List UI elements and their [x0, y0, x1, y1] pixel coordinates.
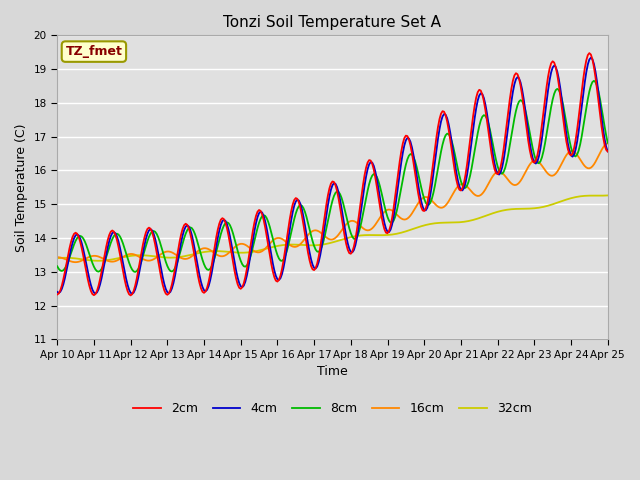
- 4cm: [157, 267, 165, 273]
- 2cm: [538, 122, 546, 128]
- 32cm: [538, 204, 546, 210]
- 16cm: [53, 254, 61, 260]
- 2cm: [586, 50, 593, 56]
- 4cm: [538, 135, 546, 141]
- 4cm: [369, 160, 376, 166]
- 4cm: [387, 227, 394, 232]
- 2cm: [53, 292, 61, 298]
- 8cm: [387, 220, 394, 226]
- 4cm: [604, 148, 612, 154]
- 4cm: [399, 150, 406, 156]
- Line: 4cm: 4cm: [57, 58, 608, 294]
- 2cm: [127, 292, 134, 298]
- 32cm: [53, 255, 61, 261]
- 32cm: [68, 255, 76, 261]
- Line: 32cm: 32cm: [57, 195, 608, 261]
- 2cm: [604, 148, 612, 154]
- 4cm: [587, 55, 595, 60]
- 2cm: [387, 223, 394, 228]
- 16cm: [68, 259, 76, 264]
- Line: 16cm: 16cm: [57, 144, 608, 262]
- 4cm: [68, 240, 76, 246]
- 4cm: [53, 289, 61, 295]
- 32cm: [399, 229, 406, 235]
- 16cm: [369, 226, 376, 231]
- 16cm: [399, 216, 406, 222]
- 2cm: [399, 141, 406, 146]
- 16cm: [604, 141, 612, 146]
- 16cm: [538, 163, 546, 168]
- 8cm: [369, 173, 376, 179]
- 8cm: [68, 246, 76, 252]
- 32cm: [604, 192, 612, 198]
- 8cm: [131, 269, 139, 275]
- 2cm: [68, 234, 76, 240]
- 32cm: [369, 232, 376, 238]
- Line: 8cm: 8cm: [57, 81, 608, 272]
- 8cm: [538, 155, 546, 160]
- 32cm: [387, 232, 394, 238]
- 8cm: [399, 177, 406, 182]
- X-axis label: Time: Time: [317, 365, 348, 378]
- 32cm: [95, 258, 102, 264]
- 16cm: [72, 259, 79, 265]
- 16cm: [387, 207, 394, 213]
- 8cm: [53, 264, 61, 269]
- Title: Tonzi Soil Temperature Set A: Tonzi Soil Temperature Set A: [223, 15, 442, 30]
- 16cm: [157, 251, 165, 257]
- Line: 2cm: 2cm: [57, 53, 608, 295]
- 4cm: [128, 291, 136, 297]
- Y-axis label: Soil Temperature (C): Soil Temperature (C): [15, 123, 28, 252]
- Legend: 2cm, 4cm, 8cm, 16cm, 32cm: 2cm, 4cm, 8cm, 16cm, 32cm: [128, 397, 537, 420]
- 8cm: [157, 243, 165, 249]
- 8cm: [604, 140, 612, 145]
- Text: TZ_fmet: TZ_fmet: [65, 45, 122, 58]
- 2cm: [157, 275, 165, 281]
- 2cm: [369, 161, 376, 167]
- 8cm: [590, 78, 598, 84]
- 32cm: [157, 254, 165, 260]
